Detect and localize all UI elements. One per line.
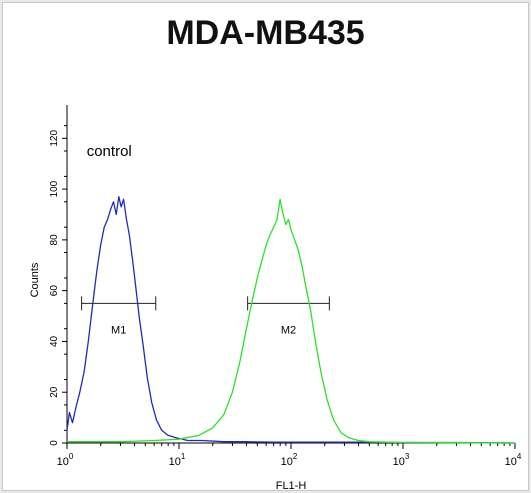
- x-tick-exponent: 0: [69, 452, 74, 461]
- x-tick-exponent: 4: [517, 452, 522, 461]
- x-tick-base: 10: [393, 456, 405, 468]
- gate-label-M2: M2: [281, 324, 296, 336]
- x-tick-label-1: 100: [57, 452, 74, 468]
- y-tick-label-60: 60: [49, 285, 60, 297]
- x-tick-exponent: 3: [405, 452, 410, 461]
- x-tick-label-10000: 104: [505, 452, 522, 468]
- histogram-series-1: [66, 196, 516, 444]
- x-tick-base: 10: [505, 456, 517, 468]
- x-tick-label-1000: 103: [393, 452, 410, 468]
- y-tick-label-80: 80: [49, 234, 60, 246]
- x-tick-label-100: 102: [281, 452, 298, 468]
- y-tick-label-20: 20: [49, 386, 60, 398]
- x-axis-label: FL1-H: [276, 480, 307, 492]
- histogram-series-2: [67, 198, 516, 444]
- y-tick-label-120: 120: [49, 130, 60, 147]
- y-axis-label: Counts: [29, 262, 41, 297]
- y-tick-label-100: 100: [49, 180, 60, 197]
- y-tick-label-0: 0: [49, 440, 60, 446]
- x-tick-label-10: 101: [169, 452, 186, 468]
- y-tick-label-40: 40: [49, 335, 60, 347]
- chart-title: MDA-MB435: [166, 14, 365, 52]
- x-tick-exponent: 1: [181, 452, 186, 461]
- x-tick-base: 10: [169, 456, 181, 468]
- gate-label-M1: M1: [111, 324, 126, 336]
- x-tick-exponent: 2: [293, 452, 298, 461]
- annotation-control: control: [87, 143, 132, 160]
- x-tick-base: 10: [281, 456, 293, 468]
- x-tick-base: 10: [57, 456, 69, 468]
